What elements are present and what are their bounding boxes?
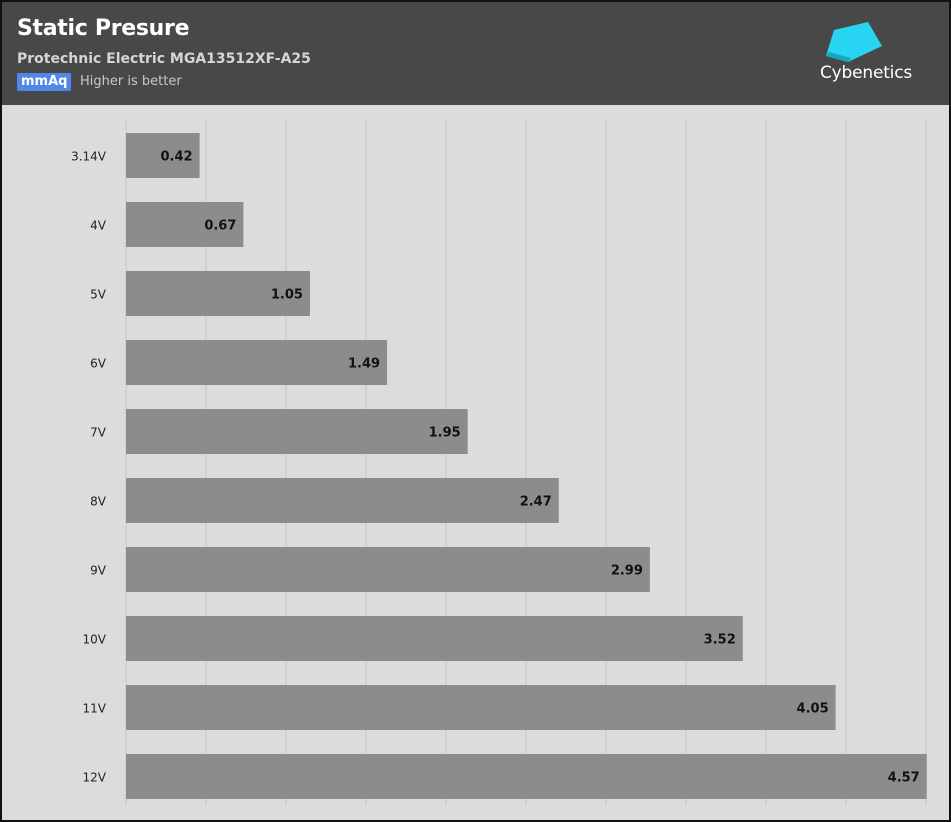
bar-4V — [126, 202, 244, 247]
y-tick-label-7V: 7V — [90, 426, 107, 440]
value-label-12V: 4.57 — [888, 771, 920, 786]
y-tick-label-4V: 4V — [90, 219, 107, 233]
chart-subtitle: Protechnic Electric MGA13512XF-A25 — [17, 51, 311, 67]
value-label-5V: 1.05 — [271, 288, 303, 303]
cybenetics-logo: Cybenetics — [818, 18, 918, 88]
value-label-7V: 1.95 — [429, 426, 461, 441]
value-label-9V: 2.99 — [611, 564, 643, 579]
y-tick-label-11V: 11V — [83, 702, 107, 716]
bar-5V — [126, 271, 310, 316]
y-tick-label-3.14V: 3.14V — [71, 150, 107, 164]
y-tick-label-6V: 6V — [90, 357, 107, 371]
y-tick-label-12V: 12V — [83, 771, 107, 785]
y-tick-label-8V: 8V — [90, 495, 107, 509]
cybenetics-logo-text: Cybenetics — [820, 63, 913, 83]
y-tick-label-5V: 5V — [90, 288, 107, 302]
value-label-3.14V: 0.42 — [161, 150, 193, 165]
value-label-8V: 2.47 — [520, 495, 552, 510]
value-label-10V: 3.52 — [704, 633, 736, 648]
value-label-4V: 0.67 — [204, 219, 236, 234]
bar-chart: 3.14V 0.42 4V 0.67 5V 1.05 6V 1.49 7V 1.95 8V 2.47 9… — [71, 121, 927, 805]
bar-6V — [126, 340, 388, 385]
bar-9V — [126, 547, 650, 592]
bar-11V — [126, 685, 836, 730]
higher-is-better-note: Higher is better — [80, 74, 182, 89]
chart-title: Static Presure — [17, 16, 190, 41]
value-label-11V: 4.05 — [797, 702, 829, 717]
y-tick-label-10V: 10V — [83, 633, 107, 647]
bar-12V — [126, 754, 927, 799]
unit-badge: mmAq — [17, 73, 72, 91]
value-label-6V: 1.49 — [348, 357, 380, 372]
bar-7V — [126, 409, 468, 454]
chart-header: Static Presure Protechnic Electric MGA13… — [2, 2, 949, 105]
bar-3.14V — [126, 133, 200, 178]
bar-8V — [126, 478, 559, 523]
bar-10V — [126, 616, 743, 661]
cybenetics-logo-icon — [826, 22, 882, 62]
y-tick-label-9V: 9V — [90, 564, 107, 578]
